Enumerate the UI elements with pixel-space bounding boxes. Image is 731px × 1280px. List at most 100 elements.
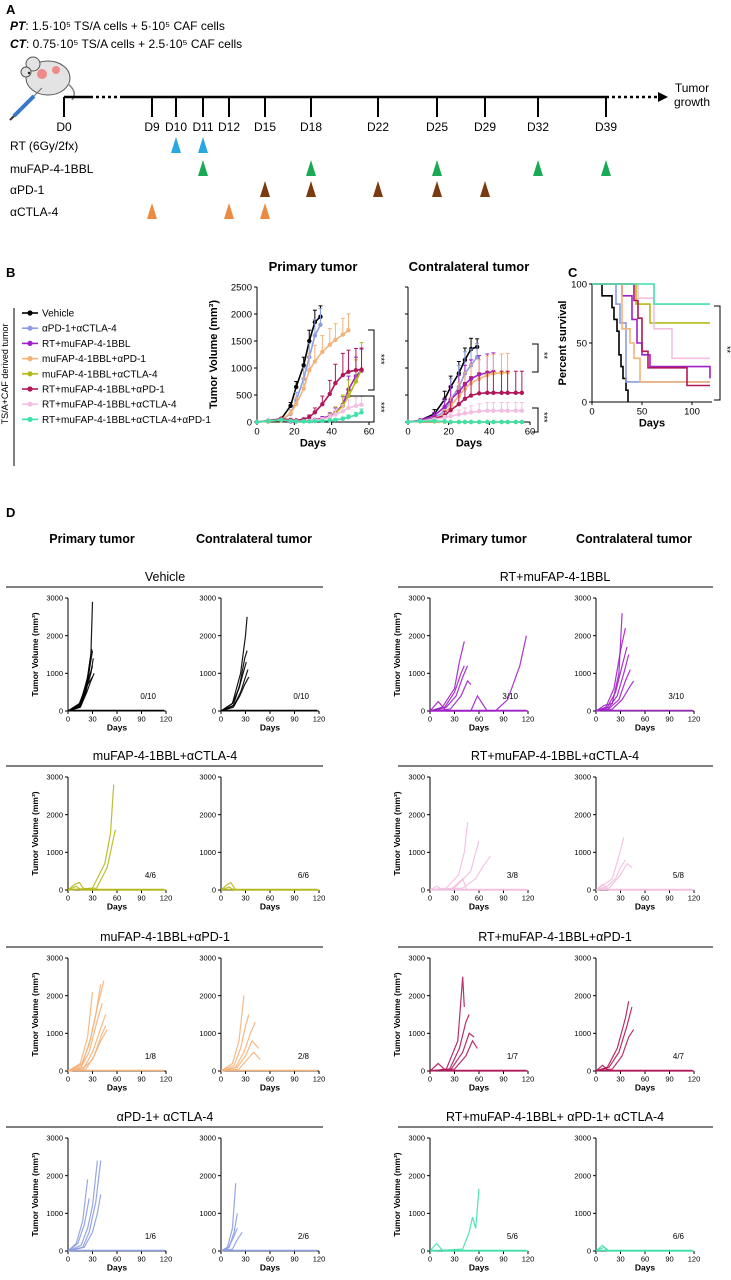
- individual-curve: [595, 859, 626, 891]
- y-tick-label: 2500: [231, 282, 252, 293]
- x-axis-label: Days: [260, 1083, 281, 1093]
- data-point: [476, 391, 482, 396]
- x-axis-label: Days: [300, 438, 326, 450]
- pt-text: : 1.5·10⁵ TS/A cells + 5·10⁵ CAF cells: [25, 19, 224, 33]
- data-point: [491, 390, 496, 396]
- legend-entry: RT+muFAP-4-1BBL+αCTLA-4+αPD-1: [42, 415, 211, 426]
- group-mufap-4-1bbl-pd-1: muFAP-4-1BBL+αPD-10 30 60 90 120010002000300…: [6, 930, 325, 1093]
- x-tick-label: 0: [66, 894, 70, 903]
- x-tick-label: 90: [137, 1255, 145, 1264]
- x-tick-label: 30: [616, 1255, 624, 1264]
- x-tick-label: 0: [589, 407, 594, 418]
- data-point: [301, 386, 306, 391]
- y-tick-label: 3000: [46, 954, 63, 963]
- x-tick-label: 120: [522, 715, 535, 724]
- tumor-free-fraction: 1/8: [145, 1052, 157, 1061]
- data-point: [513, 408, 518, 413]
- individual-curve: [67, 1179, 89, 1252]
- individual-curve: [429, 641, 465, 712]
- x-tick-label: 60: [113, 1255, 121, 1264]
- data-point: [318, 322, 323, 327]
- individual-curve: [429, 855, 491, 891]
- pt-line: PT: 1.5·10⁵ TS/A cells + 5·10⁵ CAF cells: [10, 19, 225, 33]
- data-point: [312, 333, 318, 338]
- y-axis-label: Tumor Volume (mm³): [30, 791, 40, 875]
- panel-label-a: A: [6, 2, 16, 17]
- legend-swatch-marker: [27, 416, 33, 422]
- data-point: [462, 411, 468, 416]
- legend-swatch-marker: [27, 371, 33, 377]
- y-tick-label: 2000: [574, 810, 591, 819]
- y-tick-label: 2000: [199, 1171, 216, 1180]
- y-tick-label: 1000: [199, 1029, 216, 1038]
- group-title: RT+muFAP-4-1BBL+ αPD-1+ αCTLA-4: [446, 1110, 664, 1124]
- treatment-marker: [432, 160, 442, 176]
- treatment-label: muFAP-4-1BBL: [10, 162, 94, 176]
- individual-curve: [67, 676, 94, 712]
- legend-swatch-marker: [27, 401, 33, 407]
- tumor-free-fraction: 3/10: [502, 692, 518, 701]
- legend-entry: RT+muFAP-4-1BBL+αCTLA-4: [42, 400, 177, 411]
- data-point: [312, 359, 318, 364]
- data-point: [353, 403, 359, 408]
- data-point: [418, 418, 423, 424]
- individual-curve: [429, 840, 480, 891]
- tumor-free-fraction: 4/7: [673, 1052, 685, 1061]
- y-tick-label: 0: [421, 707, 425, 716]
- y-tick-label: 3000: [46, 1134, 63, 1143]
- tumor-free-fraction: 0/10: [140, 692, 156, 701]
- data-point: [448, 419, 453, 425]
- individual-curve: [429, 1188, 480, 1252]
- data-point: [346, 393, 351, 399]
- sig-bracket-3: [532, 343, 539, 373]
- y-tick-label: 2000: [574, 991, 591, 1000]
- x-tick-label: 30: [450, 1255, 458, 1264]
- x-tick-label: 120: [313, 715, 326, 724]
- data-point: [513, 419, 518, 425]
- chart-title: Primary tumor: [269, 259, 358, 274]
- contralateral-subplot: 0 30 60 90 120 0 1000 2000 3000 Days 6/6: [199, 773, 325, 912]
- primary-subplot: 0 30 60 90 120 0 1000 2000 3000 Days Tumor Volume …: [30, 1134, 172, 1273]
- tumor-free-fraction: 5/6: [507, 1232, 519, 1241]
- individual-curve: [595, 654, 630, 712]
- treatment-marker: [373, 181, 383, 197]
- x-tick-label: 90: [290, 715, 298, 724]
- survival-curve: [592, 283, 710, 387]
- x-tick-label: 60: [266, 715, 274, 724]
- group-title: Vehicle: [145, 570, 185, 584]
- y-tick-label: 0: [59, 1247, 63, 1256]
- x-axis-label: Days: [107, 902, 128, 912]
- group-title: αPD-1+ αCTLA-4: [117, 1110, 214, 1124]
- y-tick-label: 3000: [408, 594, 425, 603]
- x-tick-label: 60: [475, 1255, 483, 1264]
- x-tick-label: 60: [475, 1075, 483, 1084]
- treatment-marker: [432, 181, 442, 197]
- data-point: [468, 419, 474, 425]
- data-point: [448, 413, 453, 419]
- data-point: [279, 417, 284, 423]
- x-tick-label: 30: [241, 1255, 249, 1264]
- data-point: [312, 410, 318, 415]
- data-point: [333, 380, 338, 386]
- data-point: [340, 409, 346, 414]
- x-tick-label: 60: [641, 1075, 649, 1084]
- tumor-free-fraction: 4/6: [145, 871, 157, 880]
- data-point: [499, 419, 504, 425]
- data-point: [307, 338, 312, 344]
- treatment-marker: [533, 160, 543, 176]
- x-tick-label: 120: [522, 1075, 535, 1084]
- sig-label-4: ***: [539, 412, 549, 423]
- data-point: [353, 379, 359, 384]
- x-axis-label: Days: [260, 1263, 281, 1273]
- y-tick-label: 0: [421, 1067, 425, 1076]
- y-axis-label: Tumor Volume (mm³): [30, 1152, 40, 1236]
- significance-contralateral: ** ***: [532, 343, 549, 433]
- data-point: [340, 332, 346, 337]
- series-line: [256, 370, 363, 423]
- data-point: [462, 396, 468, 401]
- y-tick-label: 0: [212, 1067, 216, 1076]
- group--pd-1-ctla-4: αPD-1+ αCTLA-40 30 60 90 1200100020003000Day…: [6, 1110, 325, 1273]
- individual-curve: [220, 1014, 250, 1072]
- treatment-label: αPD-1: [10, 183, 45, 197]
- day-label: D0: [56, 120, 72, 134]
